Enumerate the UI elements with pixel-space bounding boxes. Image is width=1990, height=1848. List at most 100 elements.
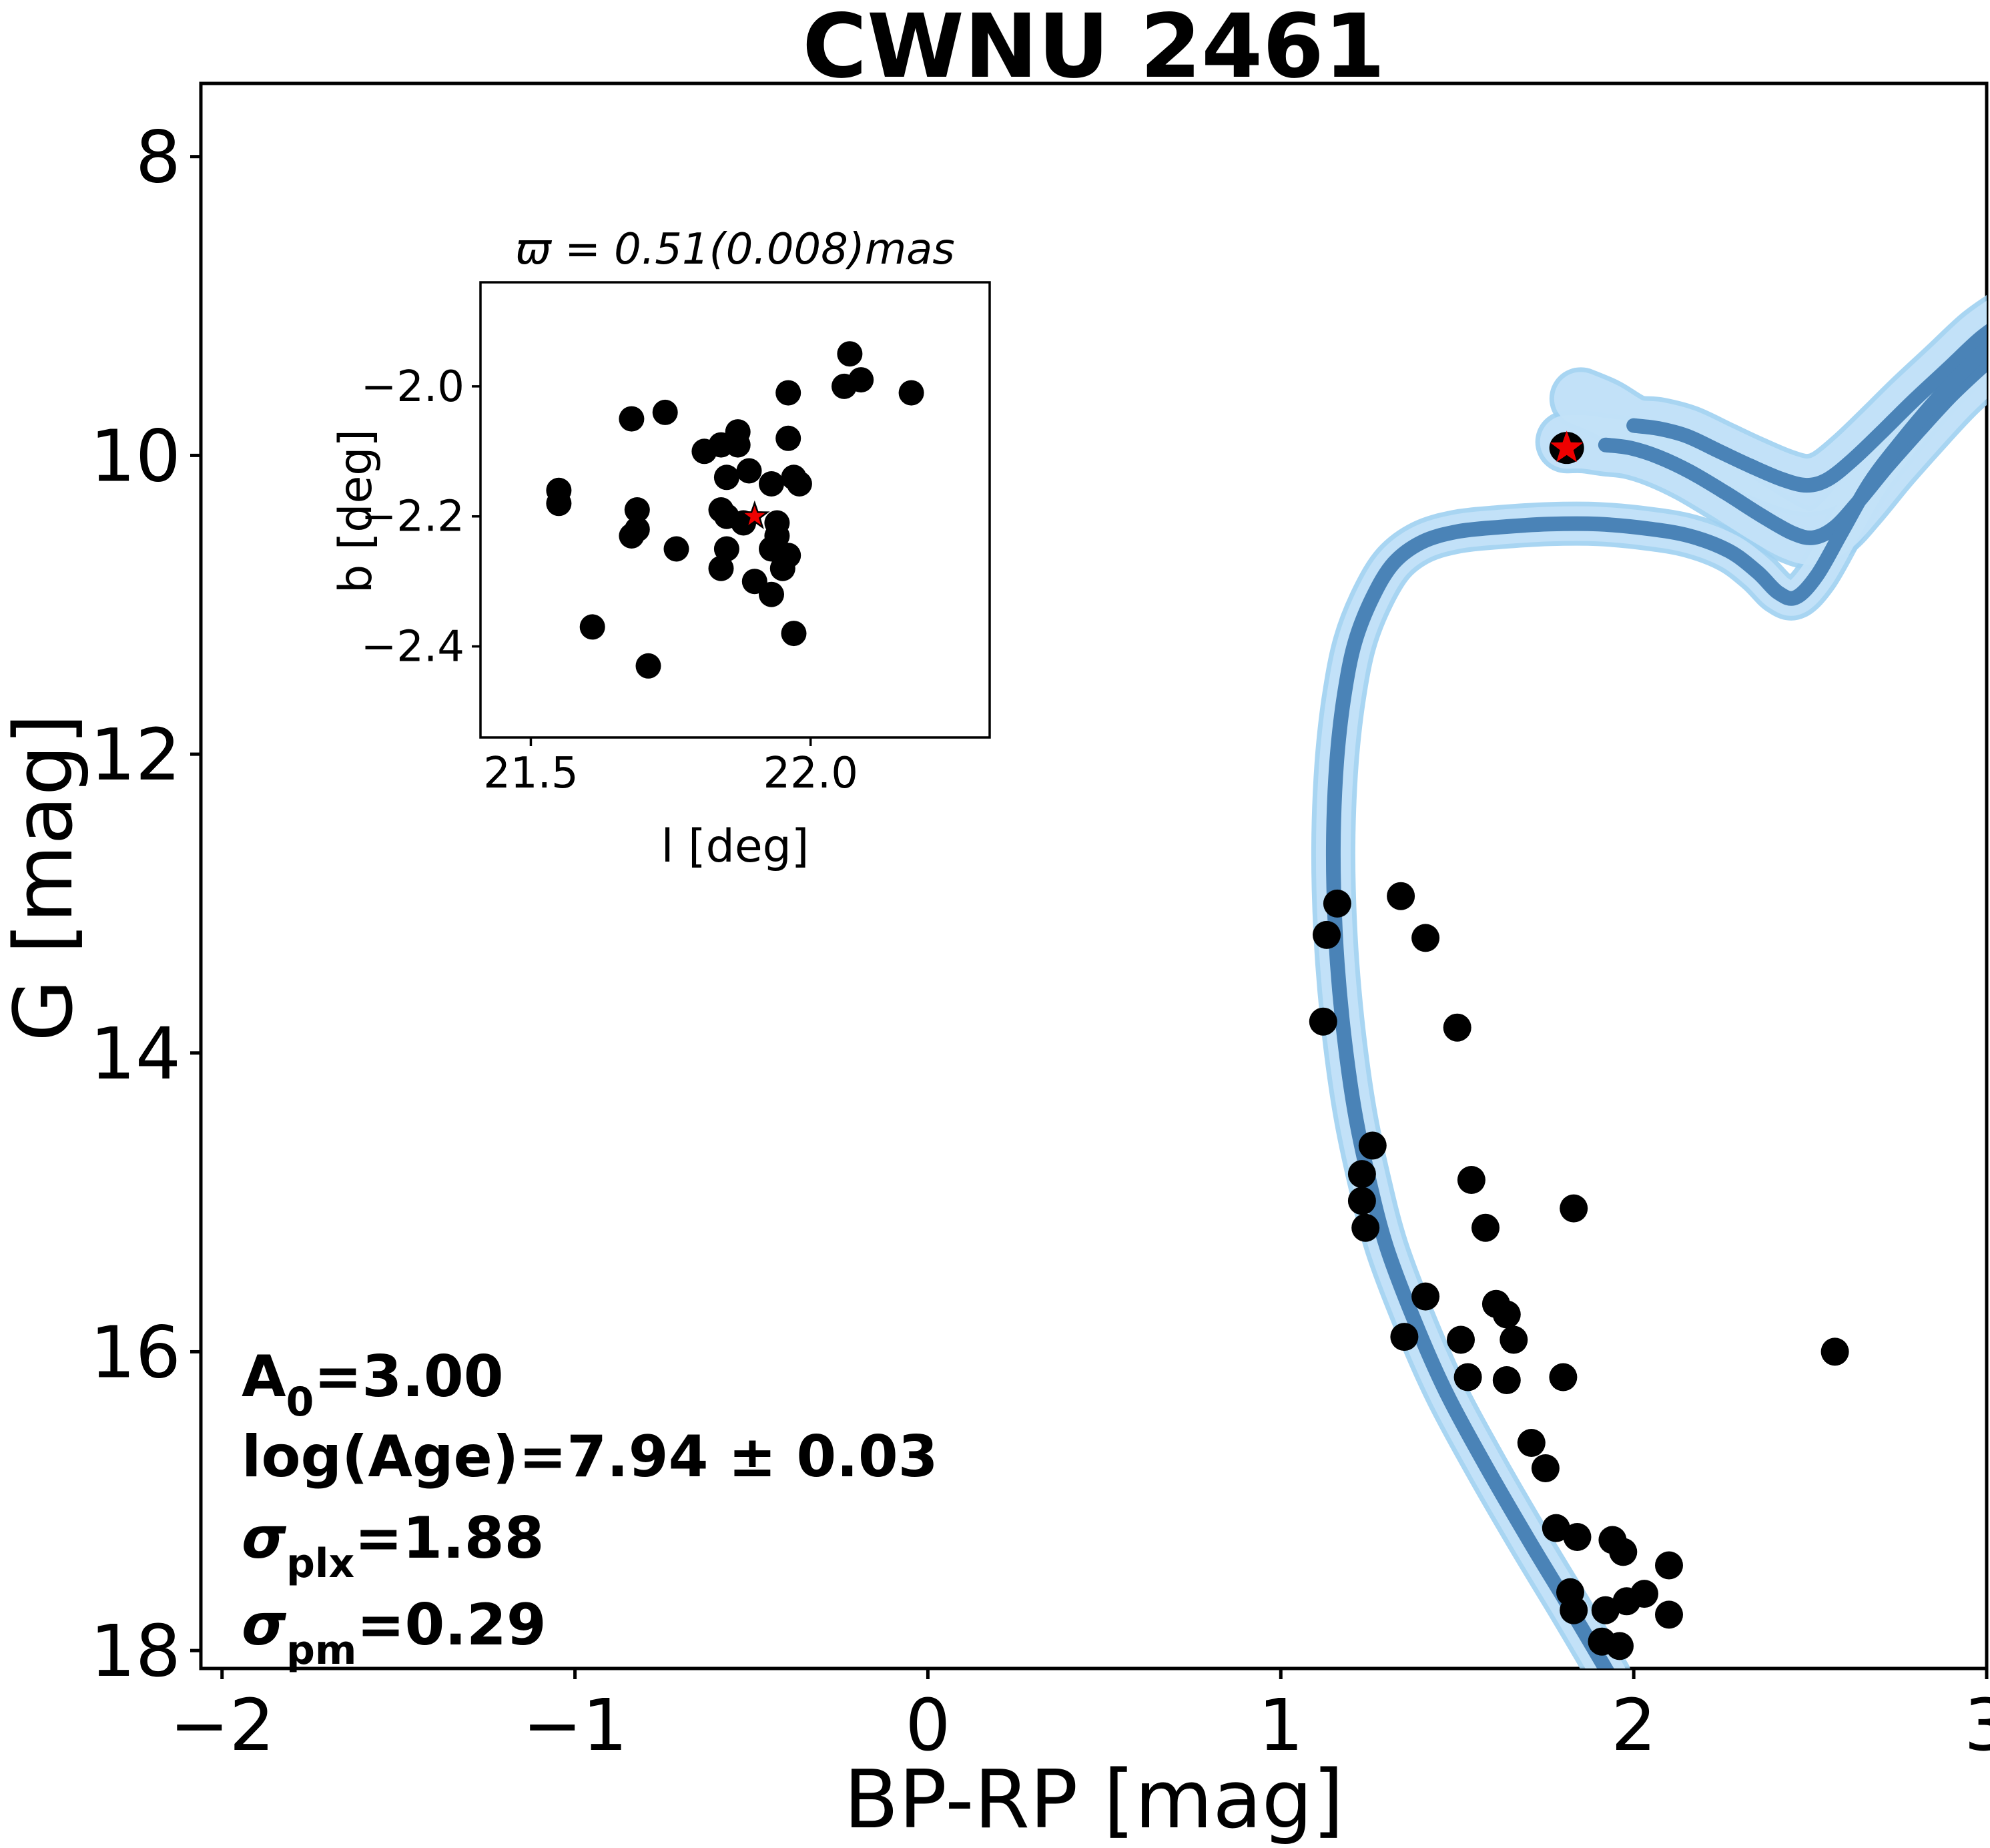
- svg-text:−2: −2: [170, 1684, 275, 1767]
- svg-text:−2.0: −2.0: [361, 362, 464, 412]
- svg-text:10: 10: [90, 415, 181, 498]
- annotation-sigma-plx: σplx=1.88: [242, 1510, 544, 1584]
- annotation-sigma-pm-subscript: pm: [286, 1626, 357, 1674]
- star-point: [1549, 1363, 1578, 1392]
- annotation-sigma-pm-symbol: σ: [242, 1592, 286, 1658]
- star-point: [1347, 1187, 1376, 1215]
- inset-y-axis-label: b [deg]: [330, 429, 382, 594]
- svg-text:8: 8: [135, 117, 181, 200]
- member-star-point: [624, 517, 650, 543]
- svg-text:22.0: 22.0: [763, 749, 858, 798]
- main-scatter-points: [1309, 882, 1849, 1660]
- inset-x-axis-label: l [deg]: [661, 820, 809, 873]
- svg-text:2: 2: [1611, 1684, 1656, 1767]
- member-star-point: [759, 471, 784, 497]
- cluster-center-star: [1549, 430, 1584, 465]
- annotation-sigma-plx-value: =1.88: [354, 1505, 545, 1572]
- star-point: [1309, 1007, 1337, 1036]
- star-point: [1313, 920, 1341, 949]
- annotation-log-age-value: =7.94 ± 0.03: [519, 1424, 938, 1490]
- main-y-axis-label: G [mag]: [0, 713, 91, 1042]
- star-point: [1447, 1325, 1475, 1354]
- star-point: [1358, 1131, 1387, 1160]
- member-star-point: [837, 341, 863, 367]
- inset-red-star-icon: [739, 500, 770, 529]
- inset-title-parallax: ϖ = 0.51(0.008)mas: [515, 225, 955, 274]
- star-point: [1323, 889, 1351, 918]
- svg-text:16: 16: [90, 1311, 181, 1394]
- annotation-extinction-value: =3.00: [314, 1343, 504, 1410]
- star-point: [1560, 1596, 1588, 1624]
- member-star-point: [736, 458, 762, 484]
- member-star-point: [775, 543, 801, 569]
- star-point: [1517, 1429, 1546, 1457]
- member-star-point: [713, 465, 739, 491]
- star-point: [1609, 1538, 1638, 1566]
- svg-text:21.5: 21.5: [483, 749, 579, 798]
- svg-text:−2.4: −2.4: [361, 623, 464, 672]
- star-point: [1471, 1213, 1500, 1242]
- page-title: CWNU 2461: [802, 0, 1385, 98]
- member-star-point: [786, 471, 812, 497]
- star-point: [1411, 1282, 1440, 1311]
- star-point: [1500, 1325, 1528, 1354]
- star-point: [1655, 1551, 1683, 1580]
- member-star-point: [848, 367, 874, 393]
- member-star-point: [775, 425, 801, 451]
- annotation-log-age: log(Age)=7.94 ± 0.03: [242, 1428, 938, 1495]
- star-point: [1351, 1213, 1380, 1242]
- star-point: [1347, 1160, 1376, 1189]
- annotation-log-age-symbol: log(Age): [242, 1424, 519, 1490]
- svg-text:3: 3: [1964, 1684, 1990, 1767]
- star-point: [1606, 1632, 1634, 1660]
- star-point: [1457, 1166, 1485, 1194]
- annotation-extinction-symbol: A: [242, 1343, 286, 1410]
- star-point: [1492, 1300, 1521, 1329]
- annotation-sigma-plx-subscript: plx: [286, 1540, 355, 1587]
- member-star-point: [619, 406, 645, 432]
- inset-scatter-points: [546, 341, 924, 679]
- annotation-extinction: A0=3.00: [242, 1348, 504, 1422]
- member-star-point: [691, 438, 717, 465]
- annotation-extinction-subscript: 0: [286, 1378, 314, 1426]
- star-point: [1492, 1366, 1521, 1394]
- member-star-point: [708, 555, 734, 581]
- member-star-point: [663, 536, 689, 562]
- member-star-point: [652, 399, 678, 425]
- red-star-icon: [1550, 430, 1584, 463]
- isochrone-line-best_fit: [1325, 337, 1987, 1668]
- isochrone-curves: [1311, 295, 1987, 1668]
- svg-text:18: 18: [90, 1610, 181, 1693]
- star-point: [1387, 882, 1415, 910]
- svg-text:12: 12: [90, 714, 181, 797]
- star-point: [1591, 1596, 1620, 1624]
- annotation-sigma-plx-symbol: σ: [242, 1505, 286, 1572]
- member-star-point: [624, 497, 650, 523]
- star-point: [1563, 1523, 1592, 1551]
- member-star-point: [635, 653, 661, 679]
- member-star-point: [898, 380, 924, 406]
- star-point: [1820, 1337, 1849, 1366]
- svg-text:1: 1: [1258, 1684, 1303, 1767]
- annotation-sigma-pm: σpm=0.29: [242, 1596, 547, 1670]
- member-star-point: [725, 432, 751, 458]
- star-point: [1531, 1454, 1560, 1482]
- star-point: [1560, 1194, 1588, 1223]
- main-x-axis-label: BP-RP [mag]: [844, 1754, 1344, 1847]
- star-point: [1630, 1580, 1658, 1608]
- star-point: [1542, 1514, 1570, 1542]
- svg-text:−1: −1: [523, 1684, 628, 1767]
- isochrone-line-age_plus_sigma: [1598, 352, 1987, 545]
- member-star-point: [579, 614, 605, 640]
- svg-text:14: 14: [90, 1013, 181, 1096]
- star-point: [1390, 1323, 1419, 1351]
- main-axes: [199, 81, 1989, 1670]
- star-point: [1655, 1600, 1683, 1629]
- star-point: [1453, 1363, 1482, 1392]
- member-star-point: [775, 380, 801, 406]
- member-star-point: [759, 581, 784, 607]
- isochrone-line-age_minus_sigma: [1626, 324, 1987, 493]
